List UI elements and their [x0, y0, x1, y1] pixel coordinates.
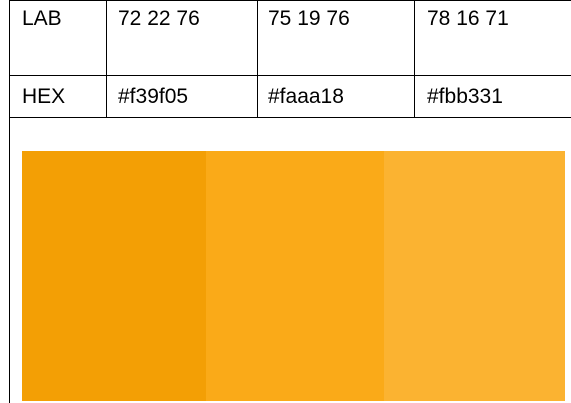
color-swatch-1	[22, 151, 206, 401]
table-column-divider	[257, 0, 258, 117]
table-row-divider	[9, 75, 571, 76]
row-label-lab: LAB	[22, 7, 62, 30]
table-column-divider	[414, 0, 415, 117]
table-column-divider	[106, 0, 107, 117]
color-swatch-2	[206, 151, 384, 401]
table-border-left	[9, 0, 10, 403]
hex-value-1: #f39f05	[118, 85, 189, 108]
hex-value-3: #fbb331	[427, 85, 503, 108]
lab-value-2: 75 19 76	[268, 7, 350, 30]
color-swatch-3	[384, 151, 565, 401]
table-row-divider	[9, 117, 571, 118]
row-label-hex: HEX	[22, 85, 66, 108]
lab-value-3: 78 16 71	[427, 7, 509, 30]
hex-value-2: #faaa18	[268, 85, 344, 108]
lab-value-1: 72 22 76	[118, 7, 200, 30]
table-border-top	[9, 0, 571, 1]
